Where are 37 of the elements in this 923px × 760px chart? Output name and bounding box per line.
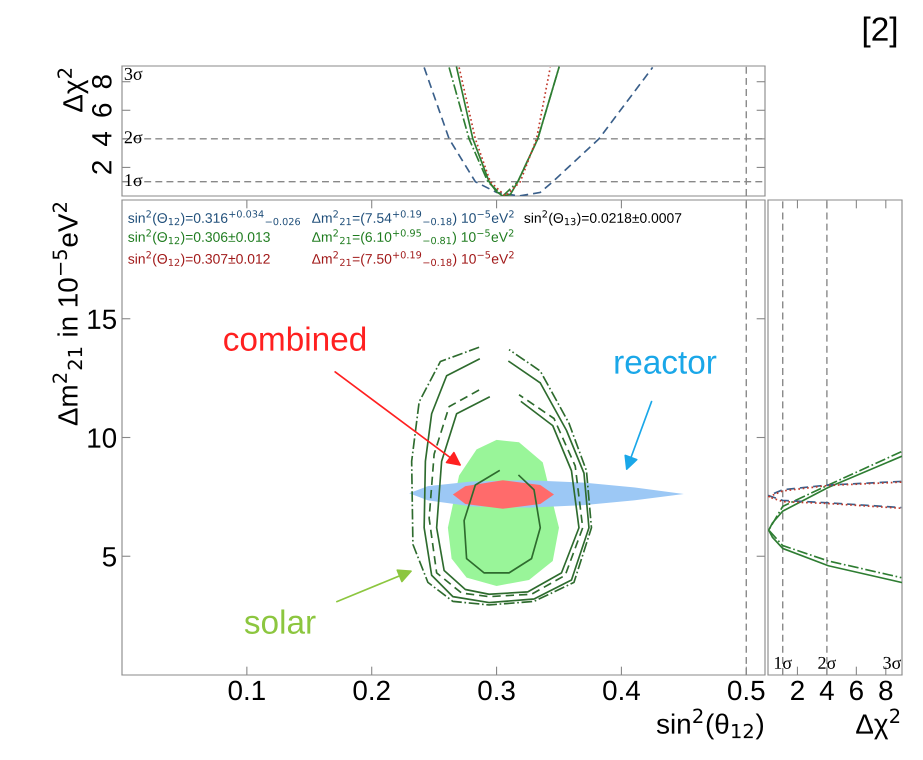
x-tick-label: 0.5: [728, 680, 764, 700]
y-tick-label: 2: [92, 161, 112, 174]
annotation: 3σ: [124, 68, 142, 80]
x-axis-title: Δχ$^{2}$: [856, 708, 900, 740]
annotation: reactor: [615, 352, 716, 374]
y-tick-label: 4: [92, 132, 112, 146]
x-tick-label: 2: [791, 680, 804, 700]
annotation: sin$^{2}$(Θ$_{12}$)=0.316$^{+0.034}$$_{−0.026}$: [128, 210, 300, 226]
annotation: combined: [224, 326, 366, 351]
x-tick-label: 4: [820, 680, 834, 700]
annotation: sin$^{2}$(Θ$_{12}$)=0.306±0.013: [128, 229, 270, 245]
ref-line-label: 2σ: [124, 131, 142, 144]
annotation: sin$^{2}$(Θ$_{13}$)=0.0218±0.0007: [524, 210, 682, 226]
text: [2]: [864, 16, 896, 48]
annotation: solar: [244, 609, 316, 634]
ref-line-label: 2σ: [818, 656, 836, 669]
y-tick-label: 10: [88, 428, 116, 448]
y-tick-label: 6: [92, 104, 112, 117]
y-axis-title: Δχ$^{2}$: [57, 68, 88, 112]
ref-line-label: 1σ: [126, 174, 142, 186]
annotation: 3σ: [883, 656, 902, 669]
x-tick-label: 6: [850, 680, 863, 700]
y-tick-label: 15: [88, 310, 116, 330]
text: Δm$^{2}$$_{21}$=(7.50$^{+0.19}$$_{−0.18}$) 10$^{−5}$eV$^{2}$: [312, 251, 514, 267]
annotation: sin$^{2}$(Θ$_{12}$)=0.307±0.012: [128, 251, 270, 267]
ref-line-label: 1σ: [774, 656, 792, 669]
x-tick-label: 0.3: [478, 680, 515, 700]
text: Δm$^{2}$$_{21}$=(6.10$^{+0.95}$$_{−0.81}$) 10$^{−5}$eV$^{2}$: [312, 229, 514, 245]
text: Δm$^{2}$$_{21}$=(7.54$^{+0.19}$$_{−0.18}$) 10$^{−5}$eV$^{2}$: [312, 210, 514, 226]
x-tick-label: 0.2: [353, 680, 390, 700]
y-tick-label: 8: [92, 75, 112, 88]
x-tick-label: 0.4: [603, 680, 640, 700]
x-axis-title: sin$^{2}$(θ$_{12}$): [656, 708, 764, 740]
y-tick-label: 5: [102, 547, 116, 567]
x-tick-label: 0.1: [228, 680, 265, 700]
x-tick-label: 8: [879, 680, 892, 700]
y-axis-title: Δm$^{2}$$_{21}$ in 10$^{−5}$eV$^{2}$: [52, 202, 82, 426]
